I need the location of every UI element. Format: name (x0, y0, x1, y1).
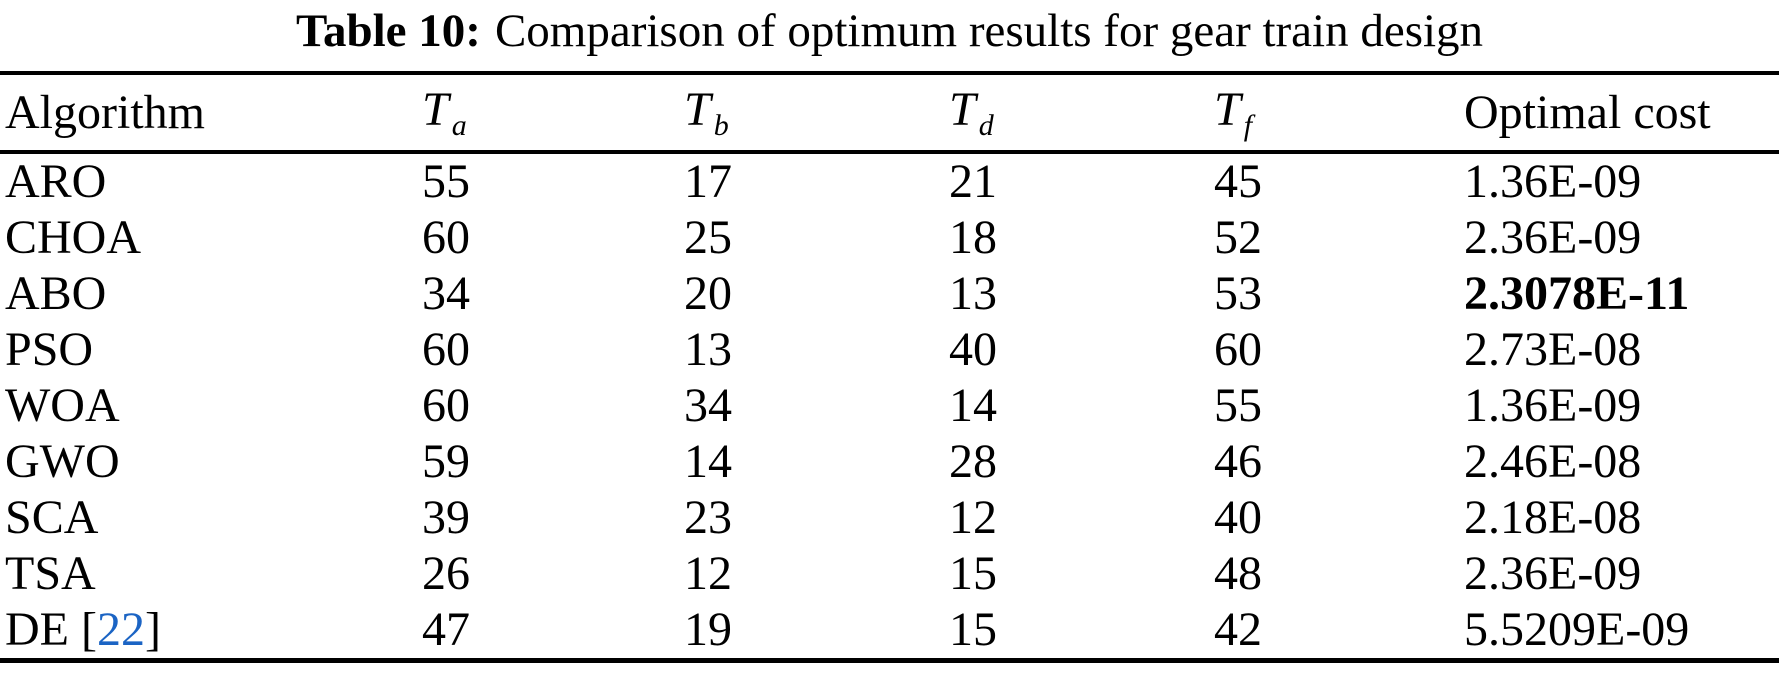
cell-tb: 25 (684, 211, 732, 264)
cell-algorithm: GWO (5, 434, 422, 490)
cell-tf: 60 (1214, 323, 1262, 376)
cell-cost: 2.36E-09 (1464, 547, 1642, 600)
table-row: WOA 60 34 14 55 1.36E-09 (0, 378, 1779, 434)
cell-ta: 60 (422, 211, 470, 264)
cell-tb: 17 (684, 155, 732, 208)
cell-ta: 55 (422, 155, 470, 208)
table-row: GWO 59 14 28 46 2.46E-08 (0, 434, 1779, 490)
algorithm-name: GWO (5, 435, 120, 488)
header-subscript-tf: f (1243, 109, 1253, 142)
cell-td: 12 (949, 491, 997, 544)
cell-tb: 34 (684, 379, 732, 432)
algorithm-name: SCA (5, 491, 99, 544)
table-caption: Table 10: Comparison of optimum results … (0, 0, 1779, 71)
table-row: ARO 55 17 21 45 1.36E-09 (0, 154, 1779, 210)
cell-tb: 19 (684, 603, 732, 656)
table-caption-text: Comparison of optimum results for gear t… (494, 5, 1484, 57)
cell-algorithm: WOA (5, 378, 422, 434)
cell-td: 14 (949, 379, 997, 432)
algorithm-name: PSO (5, 323, 94, 376)
table-row: DE [22] 47 19 15 42 5.5209E-09 (0, 602, 1779, 658)
table-row: SCA 39 23 12 40 2.18E-08 (0, 490, 1779, 546)
cell-algorithm: ABO (5, 266, 422, 322)
cell-cost: 5.5209E-09 (1464, 603, 1690, 656)
header-rule (0, 150, 1779, 154)
cell-cost: 2.46E-08 (1464, 435, 1642, 488)
algorithm-name: DE [ (5, 603, 97, 656)
cell-tf: 48 (1214, 547, 1262, 600)
cell-td: 28 (949, 435, 997, 488)
top-rule (0, 71, 1779, 75)
cell-cost: 2.73E-08 (1464, 323, 1642, 376)
cell-td: 18 (949, 211, 997, 264)
bottom-rule (0, 658, 1779, 663)
cell-cost: 2.3078E-11 (1464, 267, 1690, 320)
cell-td: 13 (949, 267, 997, 320)
cell-tb: 13 (684, 323, 732, 376)
paper-table-figure: Table 10: Comparison of optimum results … (0, 0, 1779, 663)
cell-algorithm: CHOA (5, 210, 422, 266)
header-label-td: T (949, 83, 976, 136)
cell-td: 40 (949, 323, 997, 376)
header-subscript-tb: b (713, 109, 729, 142)
cell-td: 15 (949, 603, 997, 656)
cell-ta: 34 (422, 267, 470, 320)
algorithm-name: TSA (5, 547, 96, 600)
cell-tb: 20 (684, 267, 732, 320)
header-label-ta: T (422, 83, 449, 136)
table-row: ABO 34 20 13 53 2.3078E-11 (0, 266, 1779, 322)
cell-algorithm: TSA (5, 546, 422, 602)
cell-cost: 1.36E-09 (1464, 379, 1642, 432)
table-body: ARO 55 17 21 45 1.36E-09 CHOA 60 25 18 52 2.36E-09 A… (0, 154, 1779, 658)
table-row: PSO 60 13 40 60 2.73E-08 (0, 322, 1779, 378)
cell-tf: 53 (1214, 267, 1262, 320)
header-label-cost: Optimal cost (1464, 86, 1711, 139)
cell-algorithm: ARO (5, 154, 422, 210)
cell-algorithm: PSO (5, 322, 422, 378)
cell-tf: 42 (1214, 603, 1262, 656)
cell-ta: 47 (422, 603, 470, 656)
header-cell-algorithm: Algorithm (5, 85, 422, 140)
algorithm-name: ABO (5, 267, 107, 320)
header-label-algorithm: Algorithm (5, 86, 205, 139)
algorithm-name: CHOA (5, 211, 142, 264)
cell-cost: 2.18E-08 (1464, 491, 1642, 544)
cell-tb: 23 (684, 491, 732, 544)
table-row: TSA 26 12 15 48 2.36E-09 (0, 546, 1779, 602)
cell-td: 15 (949, 547, 997, 600)
table-caption-number: Table 10: (295, 5, 481, 57)
cell-cost: 1.36E-09 (1464, 155, 1642, 208)
header-subscript-td: d (978, 109, 994, 142)
algorithm-name: WOA (5, 379, 120, 432)
cell-tf: 55 (1214, 379, 1262, 432)
cell-algorithm: DE [22] (5, 602, 422, 658)
table-row: CHOA 60 25 18 52 2.36E-09 (0, 210, 1779, 266)
cell-tf: 52 (1214, 211, 1262, 264)
header-label-tf: T (1214, 83, 1241, 136)
cell-tb: 14 (684, 435, 732, 488)
header-cell-cost: Optimal cost (1464, 85, 1779, 140)
cell-td: 21 (949, 155, 997, 208)
algorithm-name: ] (144, 603, 161, 656)
citation-link[interactable]: 22 (96, 603, 145, 656)
cell-ta: 26 (422, 547, 470, 600)
cell-tf: 45 (1214, 155, 1262, 208)
cell-ta: 60 (422, 379, 470, 432)
cell-tf: 46 (1214, 435, 1262, 488)
cell-tb: 12 (684, 547, 732, 600)
cell-cost: 2.36E-09 (1464, 211, 1642, 264)
cell-ta: 39 (422, 491, 470, 544)
header-subscript-ta: a (451, 109, 467, 142)
algorithm-name: ARO (5, 155, 107, 208)
cell-ta: 60 (422, 323, 470, 376)
cell-ta: 59 (422, 435, 470, 488)
cell-tf: 40 (1214, 491, 1262, 544)
cell-algorithm: SCA (5, 490, 422, 546)
header-label-tb: T (684, 83, 711, 136)
